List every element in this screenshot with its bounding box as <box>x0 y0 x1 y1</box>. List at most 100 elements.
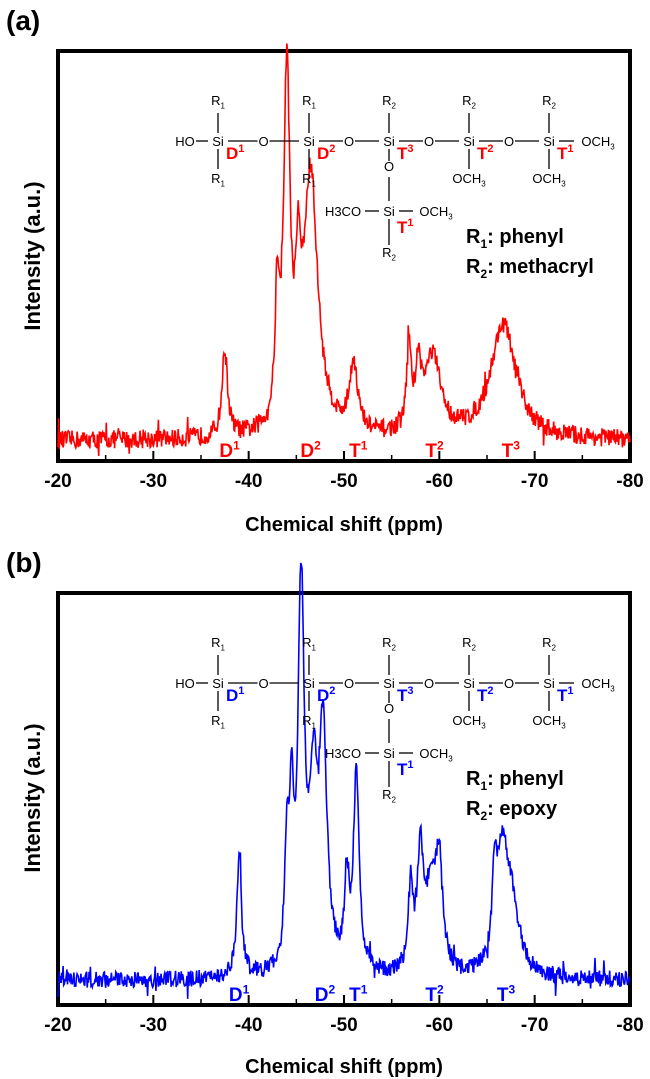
atom-label: Si <box>303 134 315 149</box>
peak-label: T2 <box>425 982 444 1006</box>
panel-label: (b) <box>6 547 42 578</box>
atom-label: H3CO <box>325 204 361 219</box>
unit-label: D2 <box>317 685 335 705</box>
atom-label: O <box>424 676 434 691</box>
atom-label: R1 <box>302 171 316 188</box>
atom-label: R2 <box>542 93 556 110</box>
spectrum-line <box>57 562 631 999</box>
atom-label: R1 <box>302 635 316 652</box>
panel-a: (a) -20 -30 -40 -50 -60 -70 -80 Chemical shift… <box>6 5 644 536</box>
atom-label: R1 <box>211 93 225 110</box>
atom-label: O <box>258 134 268 149</box>
atom-label: R2 <box>382 245 396 262</box>
unit-label: D1 <box>226 685 244 705</box>
atom-label: HO <box>175 676 195 691</box>
unit-label: T1 <box>557 685 574 705</box>
peak-label: D1 <box>219 438 240 462</box>
atom-label: R2 <box>382 93 396 110</box>
atom-label: R1 <box>302 713 316 730</box>
atom-label: O <box>344 134 354 149</box>
legend-entry: R1: phenyl <box>466 768 564 793</box>
atom-label: OCH3 <box>532 713 566 730</box>
atom-label: Si <box>212 134 224 149</box>
plot-frame <box>56 591 632 1007</box>
atom-label: OCH3 <box>452 171 486 188</box>
x-tick-label: -40 <box>235 471 262 492</box>
unit-label: D2 <box>317 143 335 163</box>
atom-label: O <box>258 676 268 691</box>
atom-label: Si <box>303 676 315 691</box>
unit-label: T1 <box>557 143 574 163</box>
atom-label: OCH3 <box>419 746 453 763</box>
peak-labels: D1 D2 T1 T2 T3 <box>229 982 516 1006</box>
atom-label: O <box>504 676 514 691</box>
unit-label: T3 <box>397 685 414 705</box>
x-tick-label: -50 <box>330 471 357 492</box>
atom-label: R2 <box>462 635 476 652</box>
legend-entry: R1: phenyl <box>466 226 564 251</box>
unit-label: T2 <box>477 685 494 705</box>
panel-b: (b) -20 -30 -40 -50 -60 -70 -80 Chemical shift… <box>6 547 644 1078</box>
legend: R1: phenyl R2: epoxy <box>466 768 564 823</box>
atom-label: Si <box>463 134 475 149</box>
peak-label: T3 <box>502 438 521 462</box>
peak-label: D1 <box>229 982 250 1006</box>
y-axis-label: Intensity (a.u.) <box>20 723 45 872</box>
unit-label: T3 <box>397 143 414 163</box>
x-axis-label: Chemical shift (ppm) <box>245 514 443 536</box>
x-tick-label: -20 <box>44 471 71 492</box>
atom-label: Si <box>383 676 395 691</box>
x-tick-label: -50 <box>330 1015 357 1036</box>
x-tick-label: -30 <box>140 1015 167 1036</box>
atom-label: OCH3 <box>419 204 453 221</box>
unit-label: T1 <box>397 217 414 237</box>
x-tick-label: -20 <box>44 1015 71 1036</box>
atom-label: OCH3 <box>532 171 566 188</box>
atom-label: R1 <box>211 635 225 652</box>
x-axis-ticks: -20 -30 -40 -50 -60 -70 -80 <box>44 451 644 492</box>
atom-label: OCH3 <box>581 134 615 151</box>
atom-label: Si <box>383 204 395 219</box>
legend-entry: R2: methacryl <box>466 256 594 281</box>
atom-label: R2 <box>462 93 476 110</box>
x-tick-label: -60 <box>426 471 453 492</box>
atom-label: R1 <box>211 171 225 188</box>
atom-label: Si <box>383 746 395 761</box>
plot-frame <box>56 49 632 463</box>
x-tick-label: -60 <box>426 1015 453 1036</box>
x-tick-label: -80 <box>616 471 643 492</box>
x-tick-label: -70 <box>521 471 548 492</box>
atom-label: Si <box>543 676 555 691</box>
atom-label: R2 <box>382 787 396 804</box>
atom-label: R2 <box>542 635 556 652</box>
atom-label: O <box>384 701 394 716</box>
atom-label: Si <box>463 676 475 691</box>
atom-label: O <box>384 159 394 174</box>
legend-entry: R2: epoxy <box>466 798 558 823</box>
peak-labels: D1 D2 T1 T2 T3 <box>219 438 520 462</box>
y-axis-label: Intensity (a.u.) <box>20 181 45 330</box>
atom-label: R1 <box>211 713 225 730</box>
peak-label: D2 <box>315 982 336 1006</box>
unit-label: T2 <box>477 143 494 163</box>
atom-label: R2 <box>382 635 396 652</box>
atom-label: HO <box>175 134 195 149</box>
atom-label: OCH3 <box>581 676 615 693</box>
x-axis-label: Chemical shift (ppm) <box>245 1056 443 1078</box>
atom-label: Si <box>212 676 224 691</box>
atom-label: OCH3 <box>452 713 486 730</box>
spectrum-line <box>57 43 631 456</box>
atom-label: O <box>504 134 514 149</box>
atom-label: Si <box>543 134 555 149</box>
x-tick-label: -40 <box>235 1015 262 1036</box>
x-axis-ticks: -20 -30 -40 -50 -60 -70 -80 <box>44 995 644 1036</box>
peak-label: T1 <box>349 438 368 462</box>
atom-label: Si <box>383 134 395 149</box>
x-tick-label: -70 <box>521 1015 548 1036</box>
peak-label: D2 <box>300 438 321 462</box>
unit-label: T1 <box>397 759 414 779</box>
panel-label: (a) <box>6 5 40 36</box>
x-tick-label: -30 <box>140 471 167 492</box>
